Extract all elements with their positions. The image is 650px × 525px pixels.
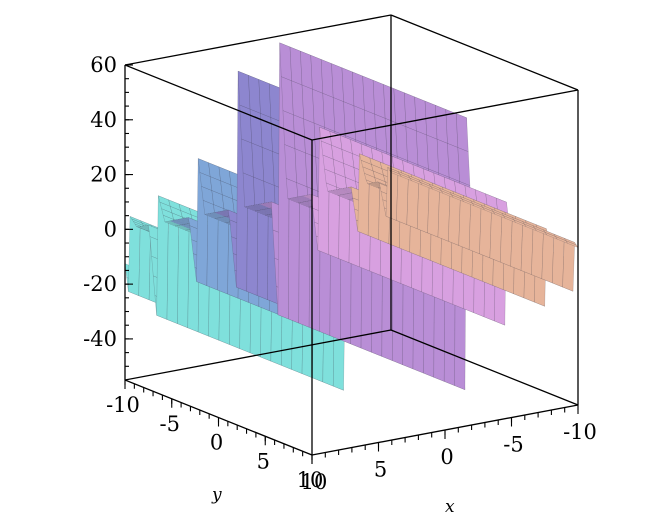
- surface-patch: [552, 233, 565, 288]
- surface-patch: [562, 238, 575, 292]
- surface-patch: [500, 213, 513, 267]
- box-edge: [124, 14, 392, 66]
- surface-patch: [406, 175, 419, 229]
- surface-patch: [260, 113, 273, 152]
- surface-patch: [312, 89, 325, 128]
- surface-patch: [395, 122, 408, 161]
- surface-patch: [426, 134, 439, 174]
- box-edge: [124, 64, 313, 141]
- surface-patch: [416, 130, 429, 170]
- surface-patch: [321, 59, 334, 98]
- z-tick-label: -40: [83, 327, 117, 351]
- surface-patch: [510, 217, 523, 271]
- surface-patch: [383, 84, 396, 123]
- surface-patch: [249, 109, 263, 148]
- x-tick-label: 5: [374, 458, 387, 482]
- surface-patch: [281, 76, 294, 115]
- surface-patch: [251, 142, 264, 182]
- surface-patch: [331, 63, 344, 102]
- surface-patch: [301, 84, 315, 124]
- y-tick-label: 5: [257, 449, 270, 473]
- surface-patch: [291, 80, 304, 120]
- z-tick-label: 60: [90, 53, 117, 77]
- surface-patch: [353, 105, 367, 145]
- surface-patch: [424, 100, 438, 140]
- surface-patch: [445, 109, 459, 148]
- z-tick-label: 0: [104, 217, 117, 241]
- surface-patch: [520, 221, 534, 275]
- surface-patch: [372, 80, 386, 119]
- surface-patch: [405, 126, 419, 165]
- x-tick-label: 0: [440, 445, 453, 469]
- surface-patch: [447, 143, 460, 182]
- surface-patch: [436, 139, 450, 178]
- surface-layer: [124, 42, 579, 391]
- surface-patch: [435, 105, 448, 144]
- surface-patch: [457, 147, 471, 186]
- y-axis-label: y: [211, 485, 222, 505]
- surface-patch: [414, 96, 427, 136]
- surface-patch: [237, 70, 251, 110]
- surface-patch: [258, 79, 272, 118]
- surface-patch: [541, 229, 555, 284]
- surface-patch: [300, 50, 313, 90]
- surface-patch: [241, 138, 254, 178]
- surface-patch: [393, 88, 407, 127]
- surface-patch: [385, 167, 399, 221]
- surface-patch: [479, 204, 492, 259]
- x-tick-label: -10: [563, 420, 597, 444]
- x-axis-label: x: [445, 497, 455, 517]
- box-edge: [390, 14, 579, 91]
- surface-patch: [458, 196, 471, 250]
- z-tick-label: 40: [90, 108, 117, 132]
- y-tick-label: 0: [210, 431, 223, 455]
- surface-patch: [279, 42, 292, 82]
- surface-patch: [248, 75, 261, 114]
- surface-patch: [427, 183, 440, 238]
- surface-patch: [531, 225, 544, 279]
- surface-patch: [362, 75, 375, 115]
- z-tick-label: 20: [90, 163, 117, 187]
- surface-patch: [239, 104, 252, 144]
- box-edge: [390, 329, 579, 406]
- surface-patch: [262, 147, 275, 186]
- surface-patch: [310, 55, 323, 94]
- surface-patch: [333, 97, 346, 136]
- x-tick-label: -5: [503, 433, 523, 457]
- surface-patch: [448, 192, 461, 246]
- y-tick-label: 10: [297, 468, 324, 492]
- surface-patch: [468, 200, 482, 254]
- surface-patch: [352, 71, 365, 111]
- surface-patch: [456, 113, 469, 152]
- surface-patch: [138, 220, 151, 301]
- surface-patch: [374, 114, 387, 153]
- x-tick-label: 10: [301, 470, 328, 494]
- surface-patch: [404, 92, 417, 132]
- box-edge: [311, 89, 579, 141]
- surface-patch: [396, 171, 409, 225]
- surface-patch: [289, 46, 303, 86]
- surface-patch: [294, 148, 308, 188]
- surface-patch: [322, 93, 336, 132]
- surface-patch: [489, 208, 503, 263]
- surface-patch: [437, 188, 451, 242]
- y-tick-label: -10: [106, 393, 140, 417]
- surface-patch: [417, 179, 430, 234]
- y-tick-label: -5: [160, 412, 180, 436]
- surface-patch: [341, 67, 355, 107]
- surface-patch: [284, 144, 297, 183]
- box-edge: [124, 329, 392, 381]
- z-tick-label: -20: [83, 272, 117, 296]
- axis-labels: x y: [211, 485, 455, 517]
